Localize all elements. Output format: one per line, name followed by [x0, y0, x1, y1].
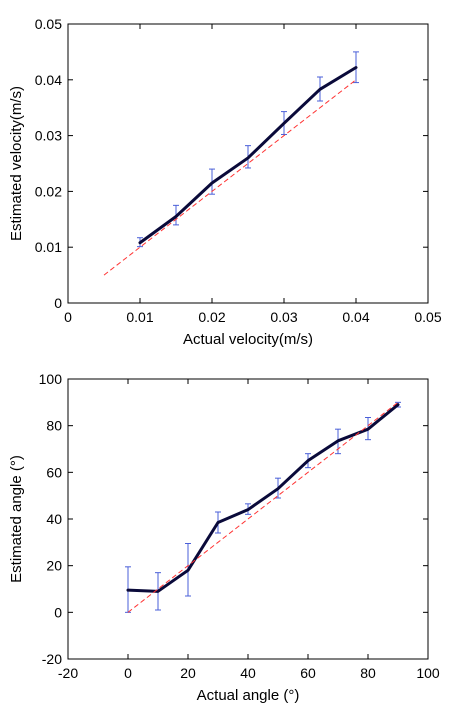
y-tick-label: 0 — [54, 604, 62, 620]
x-axis-label: Actual angle (°) — [197, 687, 300, 704]
y-tick-label: 80 — [46, 418, 62, 434]
x-tick-label: 80 — [360, 665, 376, 681]
y-tick-label: 0.05 — [35, 16, 62, 32]
y-tick-label: -20 — [42, 651, 62, 667]
x-tick-label: 100 — [416, 665, 440, 681]
x-axis-label: Actual velocity(m/s) — [183, 331, 313, 348]
data-point — [318, 88, 322, 91]
x-tick-label: 0 — [124, 665, 132, 681]
reference-line — [103, 79, 357, 276]
y-tick-label: 40 — [46, 511, 62, 527]
reference-line — [127, 401, 399, 613]
x-tick-label: 0.04 — [342, 309, 369, 325]
data-point — [306, 459, 310, 462]
y-tick-label: 20 — [46, 558, 62, 574]
data-point — [336, 439, 340, 443]
data-point — [156, 590, 160, 593]
x-tick-label: 0.05 — [414, 309, 441, 325]
data-point — [354, 66, 358, 69]
data-point — [396, 403, 400, 406]
y-axis-label: Estimated angle (°) — [8, 455, 25, 583]
data-point — [174, 215, 178, 218]
data-point — [282, 122, 286, 125]
x-tick-label: 40 — [240, 665, 256, 681]
data-point — [138, 241, 142, 244]
axes-box — [67, 23, 429, 304]
data-point — [186, 569, 190, 572]
x-tick-label: -20 — [58, 665, 78, 681]
series-line — [126, 403, 400, 593]
y-axis-label: Estimated velocity(m/s) — [8, 86, 25, 241]
data-point — [366, 427, 370, 431]
x-tick-label: 20 — [180, 665, 196, 681]
x-tick-label: 0.02 — [198, 309, 225, 325]
y-tick-label: 0 — [54, 295, 62, 311]
data-point — [246, 508, 250, 511]
y-tick-label: 0.01 — [35, 239, 62, 255]
y-tick-label: 0.03 — [35, 128, 62, 144]
data-point — [216, 521, 220, 524]
y-tick-label: 100 — [39, 371, 63, 387]
data-point — [126, 588, 130, 592]
data-point — [246, 156, 250, 160]
x-tick-label: 60 — [300, 665, 316, 681]
y-tick-label: 60 — [46, 464, 62, 480]
x-tick-label: 0 — [64, 309, 72, 325]
y-tick-label: 0.02 — [35, 183, 62, 199]
y-tick-label: 0.04 — [35, 72, 62, 88]
data-point — [210, 181, 214, 185]
data-point — [276, 487, 280, 490]
chart-angle: -20 0 20 40 60 80 100 -20 0 20 40 60 80 100 Actual ang… — [8, 371, 440, 704]
x-tick-label: 0.03 — [270, 309, 297, 325]
x-tick-label: 0.01 — [126, 309, 153, 325]
chart-velocity: 0 0.01 0.02 0.03 0.04 0.05 0 0.01 0.02 0.03 0.04 0.… — [8, 16, 442, 348]
